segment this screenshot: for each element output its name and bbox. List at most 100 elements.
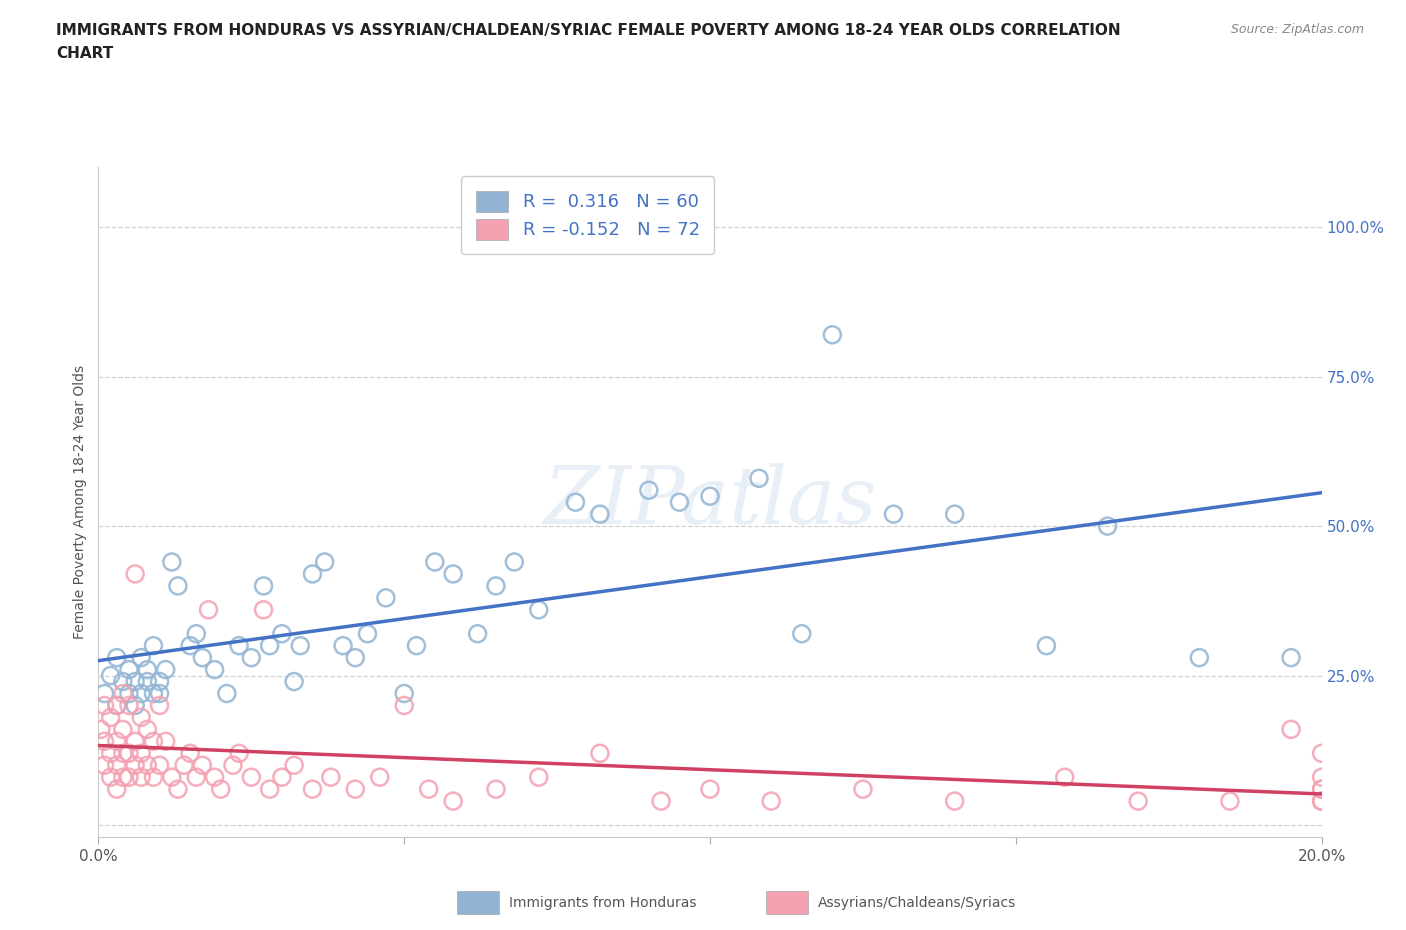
Point: [155, 734, 177, 749]
Point: [1188, 650, 1211, 665]
Text: IMMIGRANTS FROM HONDURAS VS ASSYRIAN/CHALDEAN/SYRIAC FEMALE POVERTY AMONG 18-24 : IMMIGRANTS FROM HONDURAS VS ASSYRIAN/CHA…: [56, 23, 1121, 38]
Point: [650, 793, 672, 808]
Point: [467, 626, 489, 641]
Point: [186, 770, 208, 785]
Point: [1310, 782, 1333, 797]
Point: [1310, 746, 1333, 761]
Point: [589, 507, 612, 522]
Point: [111, 770, 134, 785]
Point: [1128, 793, 1150, 808]
Point: [118, 770, 141, 785]
Point: [204, 770, 226, 785]
Point: [167, 782, 190, 797]
Point: [111, 686, 134, 701]
Point: [142, 734, 165, 749]
Text: Source: ZipAtlas.com: Source: ZipAtlas.com: [1230, 23, 1364, 36]
Point: [374, 591, 396, 605]
Point: [283, 674, 305, 689]
Point: [283, 758, 305, 773]
Text: Immigrants from Honduras: Immigrants from Honduras: [509, 896, 696, 910]
Point: [485, 578, 508, 593]
Point: [136, 722, 159, 737]
Point: [149, 686, 172, 701]
Point: [209, 782, 232, 797]
Point: [1279, 650, 1302, 665]
Point: [105, 734, 128, 749]
Point: [1310, 770, 1333, 785]
Point: [118, 686, 141, 701]
Point: [129, 686, 152, 701]
Point: [136, 662, 159, 677]
Point: [527, 770, 550, 785]
Point: [790, 626, 813, 641]
Point: [564, 495, 586, 510]
Point: [160, 770, 183, 785]
Point: [179, 638, 201, 653]
Point: [129, 770, 152, 785]
Point: [418, 782, 440, 797]
Point: [852, 782, 875, 797]
Point: [1279, 722, 1302, 737]
Point: [142, 686, 165, 701]
Point: [111, 674, 134, 689]
Point: [240, 770, 263, 785]
Point: [485, 782, 508, 797]
Point: [405, 638, 427, 653]
Point: [270, 626, 292, 641]
Point: [368, 770, 391, 785]
Point: [943, 507, 966, 522]
Point: [129, 650, 152, 665]
Point: [118, 662, 141, 677]
Point: [111, 746, 134, 761]
Point: [197, 603, 219, 618]
Point: [259, 782, 281, 797]
Point: [222, 758, 245, 773]
Point: [259, 638, 281, 653]
Point: [215, 686, 238, 701]
Text: Assyrians/Chaldeans/Syriacs: Assyrians/Chaldeans/Syriacs: [818, 896, 1017, 910]
Point: [356, 626, 378, 641]
Point: [93, 758, 115, 773]
Point: [105, 758, 128, 773]
Point: [100, 710, 122, 724]
Point: [392, 686, 416, 701]
Point: [344, 782, 367, 797]
Point: [883, 507, 905, 522]
Point: [392, 698, 416, 713]
Point: [129, 746, 152, 761]
Point: [423, 554, 446, 569]
Point: [93, 698, 115, 713]
Point: [228, 746, 250, 761]
Point: [173, 758, 195, 773]
Point: [105, 698, 128, 713]
Point: [228, 638, 250, 653]
Point: [124, 566, 146, 581]
Point: [136, 758, 159, 773]
Point: [93, 686, 115, 701]
Point: [748, 471, 770, 485]
Point: [136, 674, 159, 689]
Point: [105, 698, 128, 713]
Point: [252, 578, 274, 593]
Point: [1035, 638, 1057, 653]
Point: [301, 566, 323, 581]
Point: [1219, 793, 1241, 808]
Point: [124, 674, 146, 689]
Point: [149, 674, 172, 689]
Point: [142, 770, 165, 785]
Point: [100, 746, 122, 761]
Point: [149, 758, 172, 773]
Point: [637, 483, 661, 498]
Point: [191, 758, 214, 773]
Point: [821, 327, 844, 342]
Point: [105, 650, 128, 665]
Point: [186, 626, 208, 641]
Point: [100, 770, 122, 785]
Point: [124, 734, 146, 749]
Point: [441, 793, 464, 808]
Point: [1310, 782, 1333, 797]
Point: [759, 793, 782, 808]
Point: [204, 662, 226, 677]
Point: [527, 603, 550, 618]
Text: ZIPatlas: ZIPatlas: [543, 463, 877, 541]
